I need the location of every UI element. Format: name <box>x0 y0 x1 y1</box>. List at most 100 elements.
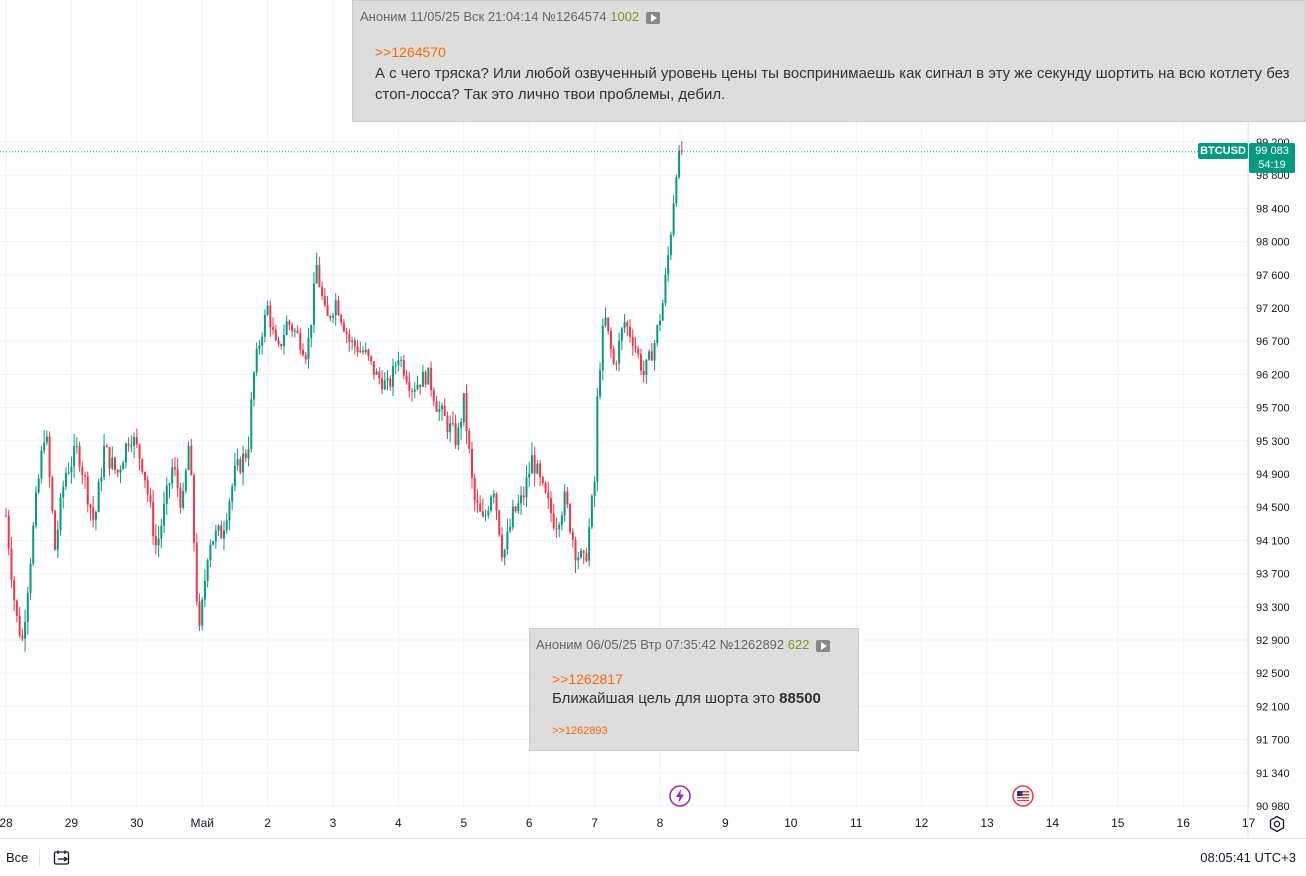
candle-body <box>62 486 65 498</box>
price-tick-label: 94 900 <box>1256 469 1290 481</box>
price-tick-label: 91 340 <box>1256 768 1290 780</box>
time-axis[interactable]: 28 29 30 Май 2 3 4 5 6 7 8 9 10 11 12 13 14 15 16 17 <box>0 816 1256 830</box>
post-count: 1002 <box>610 9 640 24</box>
candle-body <box>522 495 525 498</box>
range-all-button[interactable]: Все <box>6 850 29 865</box>
candle-body <box>277 340 280 345</box>
post-number[interactable]: №1264574 <box>542 9 607 24</box>
candle-body <box>274 329 277 341</box>
imageboard-post-popup-2: Аноним 06/05/25 Втр 07:35:42 №1262892 62… <box>529 628 859 751</box>
candle-body <box>252 372 255 400</box>
candle-body <box>10 548 13 580</box>
candle-body <box>124 443 127 463</box>
candle-body <box>280 344 283 346</box>
settings-icon[interactable] <box>1268 815 1286 833</box>
price-tick-label: 92 100 <box>1256 701 1290 713</box>
date-tick-label: 3 <box>330 816 337 830</box>
candle-body <box>664 274 667 304</box>
candle-body <box>163 503 166 526</box>
date-tick-label: 11 <box>850 816 863 830</box>
candle-body <box>250 399 253 449</box>
candle-body <box>391 365 394 387</box>
candle-body <box>67 472 70 474</box>
candle-body <box>43 442 46 451</box>
candle-body <box>446 416 449 433</box>
candle-body <box>389 378 392 387</box>
candle-body <box>135 437 138 445</box>
candle-body <box>492 493 495 498</box>
backlink[interactable]: >>1262893 <box>552 725 608 737</box>
candle-body <box>484 515 487 517</box>
candle-body <box>272 327 275 330</box>
candle-body <box>563 491 566 516</box>
candle-body <box>176 469 179 488</box>
candle-body <box>154 536 157 546</box>
date-tick-label: 10 <box>784 816 798 830</box>
candle-body <box>258 345 261 349</box>
date-tick-label: 14 <box>1046 816 1060 830</box>
candle-body <box>334 300 337 316</box>
price-tick-label: 97 200 <box>1256 303 1290 315</box>
candle-body <box>569 504 572 532</box>
candle-body <box>408 382 411 391</box>
candle-body <box>639 353 642 371</box>
imageboard-post-popup: Аноним 11/05/25 Вск 21:04:14 №1264574 10… <box>352 0 1306 122</box>
candle-body <box>574 539 577 561</box>
candle-body <box>296 330 299 333</box>
play-icon[interactable] <box>816 639 831 652</box>
candle-body <box>236 459 239 466</box>
us-flag-icon[interactable] <box>1012 785 1034 807</box>
candle-body <box>48 436 51 478</box>
candle-body <box>70 466 73 473</box>
candle-body <box>490 497 493 511</box>
candle-body <box>648 351 651 360</box>
candle-body <box>326 305 329 316</box>
lightning-icon[interactable] <box>669 785 691 807</box>
candle-body <box>34 492 37 526</box>
candle-body <box>173 467 176 470</box>
play-icon[interactable] <box>645 11 660 24</box>
price-tick-label: 93 700 <box>1256 569 1290 581</box>
candle-body <box>525 477 528 498</box>
divider <box>39 849 40 867</box>
candle-body <box>288 321 291 325</box>
reply-link[interactable]: >>1262817 <box>552 671 623 687</box>
candle-body <box>558 524 561 529</box>
candle-body <box>293 330 296 332</box>
candle-body <box>470 449 473 478</box>
candle-body <box>451 423 454 425</box>
candle-body <box>203 580 206 600</box>
candle-body <box>133 437 136 446</box>
candle-body <box>500 534 503 558</box>
bar-countdown: 54:19 <box>1258 159 1286 171</box>
clock-timezone[interactable]: 08:05:41 UTC+3 <box>1200 850 1296 865</box>
candle-body <box>405 375 408 383</box>
candle-body <box>342 322 345 332</box>
post-number[interactable]: №1262892 <box>719 637 785 652</box>
candle-body <box>585 553 588 561</box>
candle-body <box>201 599 204 626</box>
candle-body <box>193 475 196 543</box>
candle-body <box>394 365 397 367</box>
candle-body <box>244 453 247 459</box>
candle-body <box>171 467 174 484</box>
reply-link[interactable]: >>1264570 <box>375 44 446 60</box>
candle-body <box>506 531 509 550</box>
candle-body <box>143 471 146 481</box>
go-to-date-icon[interactable] <box>52 848 72 868</box>
candle-body <box>555 528 558 530</box>
candle-body <box>263 314 266 337</box>
candle-body <box>596 396 599 483</box>
price-tick-label: 92 500 <box>1256 668 1290 680</box>
candle-body <box>54 510 57 550</box>
candle-body <box>242 453 245 473</box>
candle-body <box>318 264 321 287</box>
date-tick-label: 13 <box>980 816 994 830</box>
date-tick-label: 2 <box>264 816 271 830</box>
candle-body <box>590 496 593 527</box>
candle-body <box>100 477 103 483</box>
candle-body <box>18 615 21 636</box>
candle-body <box>89 504 92 508</box>
